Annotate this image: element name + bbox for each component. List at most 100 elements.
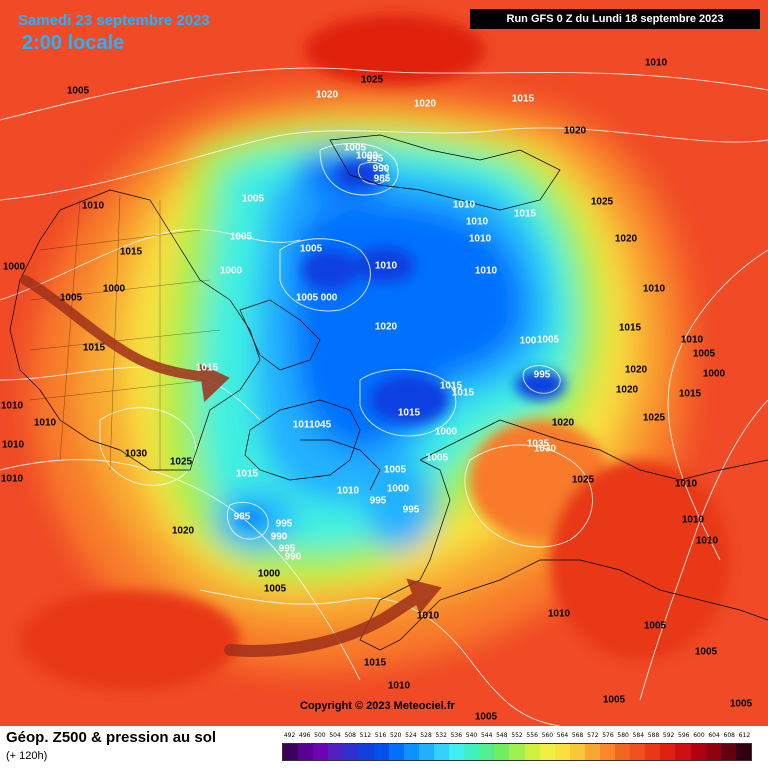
isobar-label: 1005 xyxy=(263,583,287,595)
isobar-label: 1005 xyxy=(343,142,367,154)
isobar-label: 1005 xyxy=(295,292,319,304)
scale-swatch xyxy=(283,744,299,760)
scale-label: 580 xyxy=(617,732,629,739)
color-scale: 492 496 500 504 508 512 516 520 524 528 532 536 540 5… xyxy=(282,732,752,766)
geopotential-field xyxy=(0,15,768,726)
forecast-hour: (+ 120h) xyxy=(6,750,48,762)
scale-label: 520 xyxy=(389,732,402,739)
isobar-label: 100 xyxy=(519,335,537,347)
scale-label: 512 xyxy=(359,732,372,739)
isobar-label: 1015 xyxy=(363,657,387,669)
scale-swatch xyxy=(433,744,450,760)
isobar-label: 1020 xyxy=(413,98,437,110)
weather-map: 1025 1005 1020 1020 1015 1010 1020 1005 995 1000 9… xyxy=(0,0,768,726)
scale-swatch xyxy=(479,744,495,760)
scale-swatch xyxy=(343,744,359,760)
scale-label: 576 xyxy=(602,732,614,739)
scale-label: 564 xyxy=(556,732,569,739)
scale-label: 496 xyxy=(299,732,311,739)
scale-label: 612 xyxy=(738,732,751,739)
scale-swatch xyxy=(313,744,329,760)
scale-label: 508 xyxy=(344,732,356,739)
valid-date: Samedi 23 septembre 2023 xyxy=(18,12,210,29)
model-run-label: Run GFS 0 Z du Lundi 18 septembre 2023 xyxy=(470,9,760,29)
isobar-label: 1025 xyxy=(571,474,595,486)
isobar-label: 1020 xyxy=(315,89,339,101)
isobar-label: 1020 xyxy=(551,417,575,429)
isobar-label: 1015 xyxy=(618,322,642,334)
isobar-label: 995 xyxy=(278,543,296,555)
isobar-label: 1005 xyxy=(425,452,449,464)
copyright: Copyright © 2023 Meteociel.fr xyxy=(300,700,455,712)
isobar-label: 1025 xyxy=(642,412,666,424)
isobar-label: 1000 xyxy=(355,150,379,162)
scale-label: 608 xyxy=(723,732,735,739)
isobar-label: 1011045 xyxy=(292,419,332,431)
isobar-lines xyxy=(0,67,768,726)
isobar-label: 985 xyxy=(373,173,391,185)
isobar-label: 1010 xyxy=(336,485,360,497)
scale-label: 504 xyxy=(329,732,341,739)
scale-swatch xyxy=(524,744,540,760)
scale-label: 556 xyxy=(526,732,538,739)
isobar-label: 1000 xyxy=(219,265,243,277)
flow-arrows xyxy=(20,275,442,657)
scale-label: 600 xyxy=(693,732,705,739)
isobar-label: 1015 xyxy=(511,93,535,105)
scale-bar xyxy=(282,743,752,761)
scale-label: 528 xyxy=(420,732,432,739)
isobar-label: 1010 xyxy=(374,260,398,272)
scale-label: 532 xyxy=(435,732,447,739)
isobar-label: 1010 xyxy=(674,478,698,490)
isobar-label: 1010 xyxy=(416,610,440,622)
grid-lines xyxy=(29,194,221,471)
scale-label: 572 xyxy=(587,732,599,739)
scale-label: 536 xyxy=(450,732,463,739)
scale-swatch xyxy=(660,744,676,760)
isobar-label: 1020 xyxy=(624,364,648,376)
isobar-label: 1025 xyxy=(590,196,614,208)
isobar-label: 1015 xyxy=(82,342,106,354)
scale-swatch xyxy=(509,744,525,760)
isobar-label: 1020 xyxy=(563,125,587,137)
isobar-label: 1005 xyxy=(474,711,498,723)
isobar-label: 1015 xyxy=(397,407,421,419)
isobar-label: 995 xyxy=(275,518,293,530)
isobar-label: 1000 xyxy=(434,426,458,438)
scale-label: 540 xyxy=(465,732,478,739)
scale-swatch xyxy=(735,744,751,760)
isobar-label: 1010 xyxy=(0,473,24,485)
isobar-label: 1005 xyxy=(229,231,253,243)
isobar-label: 1005 xyxy=(59,292,83,304)
valid-time: 2:00 locale xyxy=(22,32,125,54)
isobar-label: 1020 xyxy=(171,525,195,537)
scale-label: 500 xyxy=(314,732,326,739)
isobar-label: 1035 xyxy=(526,438,550,450)
isobar-label: 1025 xyxy=(169,456,193,468)
scale-swatch xyxy=(720,744,736,760)
isobar-label: 985 xyxy=(233,511,251,523)
scale-label: 552 xyxy=(511,732,523,739)
isobar-label: 1030 xyxy=(533,443,557,455)
isobar-label: 1005 xyxy=(694,646,718,658)
isobar-label: 1000 xyxy=(386,483,410,495)
isobar-label: 1010 xyxy=(387,680,411,692)
isobar-label: 1015 xyxy=(235,468,259,480)
scale-label: 560 xyxy=(541,732,554,739)
isobar-label: 1010 xyxy=(1,439,25,451)
isobar-label: 1020 xyxy=(614,233,638,245)
isobar-label: 990 xyxy=(284,551,302,563)
scale-label: 568 xyxy=(571,732,584,739)
isobar-label: 1005 xyxy=(241,193,265,205)
isobar-label: 1010 xyxy=(468,233,492,245)
isobar-label: 1010 xyxy=(474,265,498,277)
isobar-label: 1010 xyxy=(695,535,719,547)
isobar-label: 995 xyxy=(366,153,384,165)
scale-label: 492 xyxy=(283,732,296,739)
scale-label: 544 xyxy=(480,732,493,739)
scale-swatch xyxy=(554,744,570,760)
scale-swatch xyxy=(494,744,510,760)
scale-swatch xyxy=(615,744,631,760)
scale-label: 584 xyxy=(632,732,645,739)
isobar-label: 1015 xyxy=(119,246,143,258)
